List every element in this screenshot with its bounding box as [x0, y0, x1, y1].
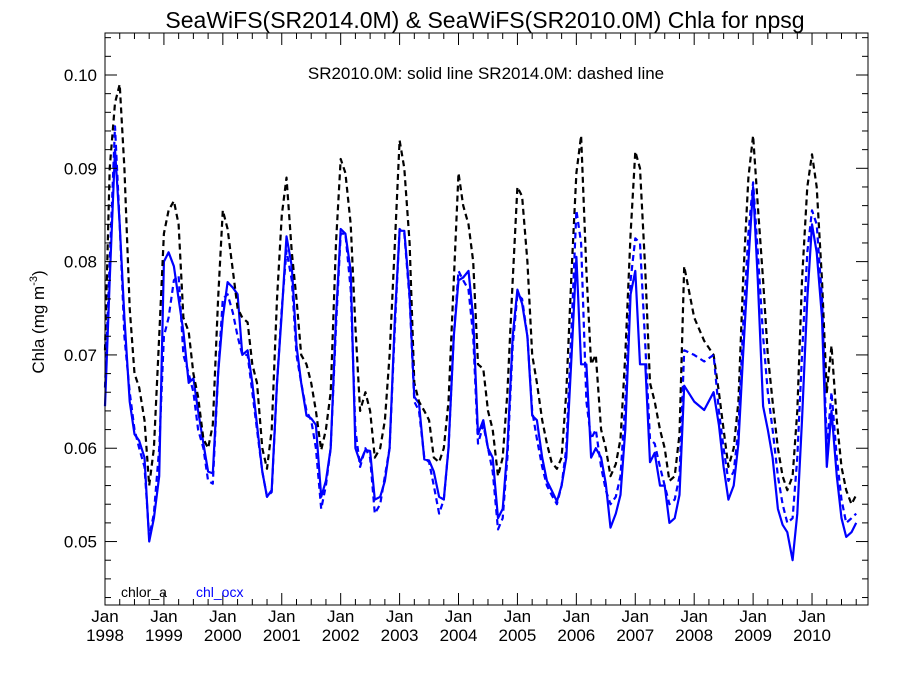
x-tick-year: 2005: [499, 626, 537, 645]
x-tick-month: Jan: [209, 607, 236, 626]
chart-title: SeaWiFS(SR2014.0M) & SeaWiFS(SR2010.0M) …: [165, 7, 804, 33]
y-axis-label-close: ): [29, 270, 48, 276]
legend-chl-ocx: chl_ocx: [196, 584, 243, 600]
x-tick-month: Jan: [386, 607, 413, 626]
x-tick-month: Jan: [268, 607, 295, 626]
x-tick-year: 2008: [675, 626, 713, 645]
x-tick-year: 2001: [263, 626, 301, 645]
x-tick-month: Jan: [150, 607, 177, 626]
plot-frame: [104, 32, 869, 606]
x-tick-month: Jan: [91, 607, 118, 626]
axes-layer: 0.050.060.070.080.090.10Jan1998Jan1999Ja…: [64, 33, 868, 645]
x-tick-year: 2004: [440, 626, 478, 645]
x-tick-month: Jan: [680, 607, 707, 626]
x-tick-year: 1999: [145, 626, 183, 645]
svg-text:Chla (mg m-3): Chla (mg m-3): [28, 270, 48, 373]
y-tick-label: 0.05: [64, 533, 97, 552]
x-tick-month: Jan: [739, 607, 766, 626]
x-tick-month: Jan: [798, 607, 825, 626]
x-tick-year: 2010: [793, 626, 831, 645]
x-tick-year: 2000: [204, 626, 242, 645]
y-tick-label: 0.09: [64, 159, 97, 178]
y-axis-label: Chla (mg m-3): [28, 270, 48, 373]
series-line-0: [103, 148, 858, 562]
series-line-2: [103, 125, 857, 538]
x-tick-year: 2006: [557, 626, 595, 645]
x-tick-month: Jan: [504, 607, 531, 626]
y-tick-label: 0.10: [64, 66, 97, 85]
y-axis-label-superscript: -3: [28, 276, 40, 286]
x-tick-month: Jan: [563, 607, 590, 626]
x-tick-year: 2003: [381, 626, 419, 645]
y-tick-label: 0.06: [64, 439, 97, 458]
y-tick-label: 0.08: [64, 253, 97, 272]
x-tick-month: Jan: [445, 607, 472, 626]
y-axis-label-text: Chla (mg m: [29, 286, 48, 374]
x-tick-year: 2009: [734, 626, 772, 645]
legend: chlor_a chl_ocx: [121, 584, 243, 600]
y-tick-label: 0.07: [64, 346, 97, 365]
x-tick-year: 2002: [322, 626, 360, 645]
x-tick-month: Jan: [622, 607, 649, 626]
x-tick-month: Jan: [327, 607, 354, 626]
line-style-annotation: SR2010.0M: solid line SR2014.0M: dashed …: [308, 64, 664, 83]
legend-chlor-a: chlor_a: [121, 584, 167, 600]
x-tick-year: 1998: [86, 626, 124, 645]
series-layer: [103, 83, 858, 562]
series-line-1: [103, 83, 858, 506]
x-tick-year: 2007: [616, 626, 654, 645]
